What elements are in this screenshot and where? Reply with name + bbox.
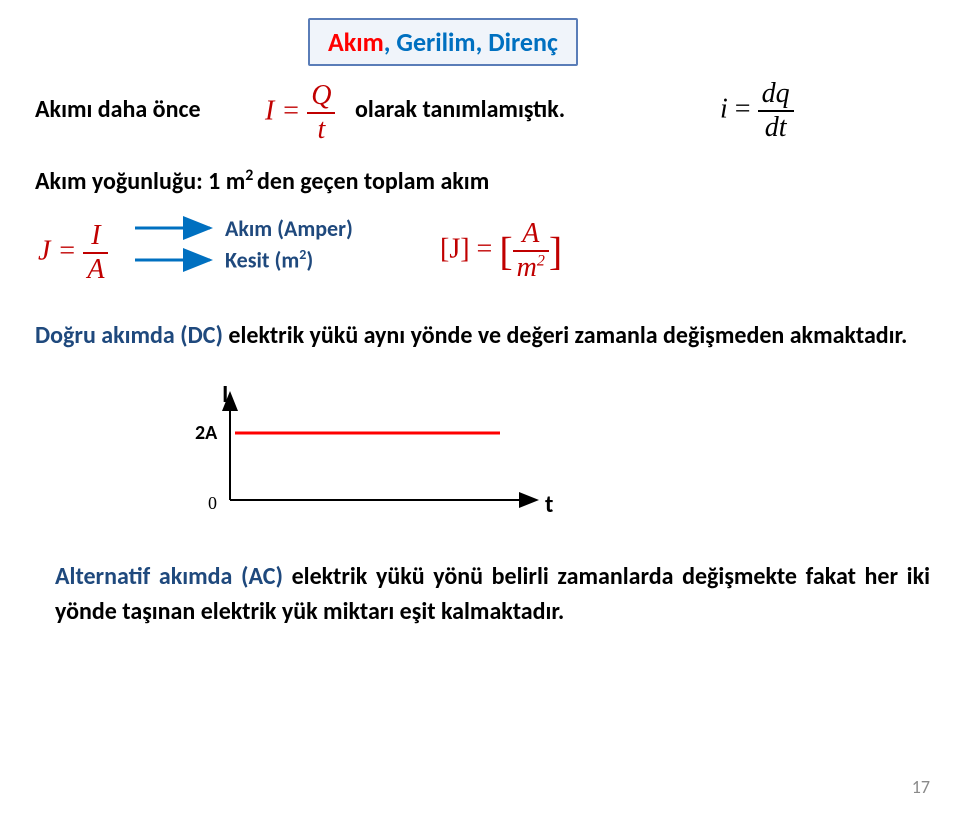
para-ac-pre: Alternatif akımda (AC)	[55, 562, 283, 591]
chart-label-t: t	[545, 490, 553, 519]
dc-chart	[0, 0, 960, 560]
page-number: 17	[912, 776, 930, 798]
chart-label-I: I	[222, 380, 228, 409]
chart-label-2A: 2A	[195, 421, 217, 445]
chart-label-0: 0	[208, 493, 217, 514]
para-ac: Alternatif akımda (AC) elektrik yükü yön…	[55, 560, 930, 630]
